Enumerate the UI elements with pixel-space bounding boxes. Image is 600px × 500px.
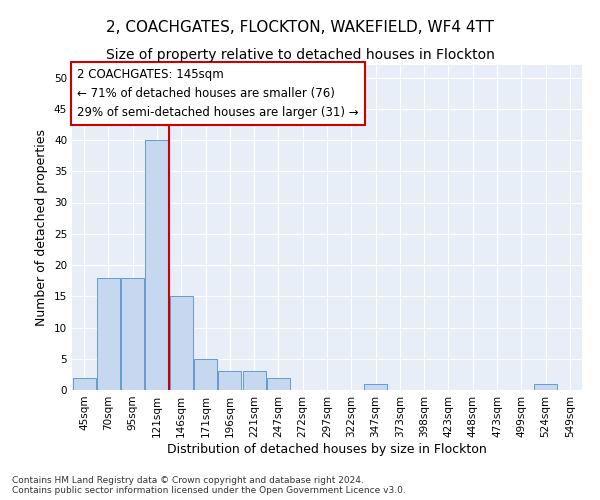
- Bar: [97, 278, 120, 390]
- Bar: [170, 296, 193, 390]
- Text: 2, COACHGATES, FLOCKTON, WAKEFIELD, WF4 4TT: 2, COACHGATES, FLOCKTON, WAKEFIELD, WF4 …: [106, 20, 494, 35]
- Bar: [145, 140, 169, 390]
- Bar: [194, 359, 217, 390]
- Bar: [534, 384, 557, 390]
- Bar: [121, 278, 144, 390]
- Text: 2 COACHGATES: 145sqm
← 71% of detached houses are smaller (76)
29% of semi-detac: 2 COACHGATES: 145sqm ← 71% of detached h…: [77, 68, 359, 119]
- Bar: [73, 378, 95, 390]
- Text: Size of property relative to detached houses in Flockton: Size of property relative to detached ho…: [106, 48, 494, 62]
- Bar: [267, 378, 290, 390]
- Bar: [242, 371, 266, 390]
- Bar: [364, 384, 387, 390]
- Y-axis label: Number of detached properties: Number of detached properties: [35, 129, 49, 326]
- Text: Contains HM Land Registry data © Crown copyright and database right 2024.
Contai: Contains HM Land Registry data © Crown c…: [12, 476, 406, 495]
- X-axis label: Distribution of detached houses by size in Flockton: Distribution of detached houses by size …: [167, 442, 487, 456]
- Bar: [218, 371, 241, 390]
